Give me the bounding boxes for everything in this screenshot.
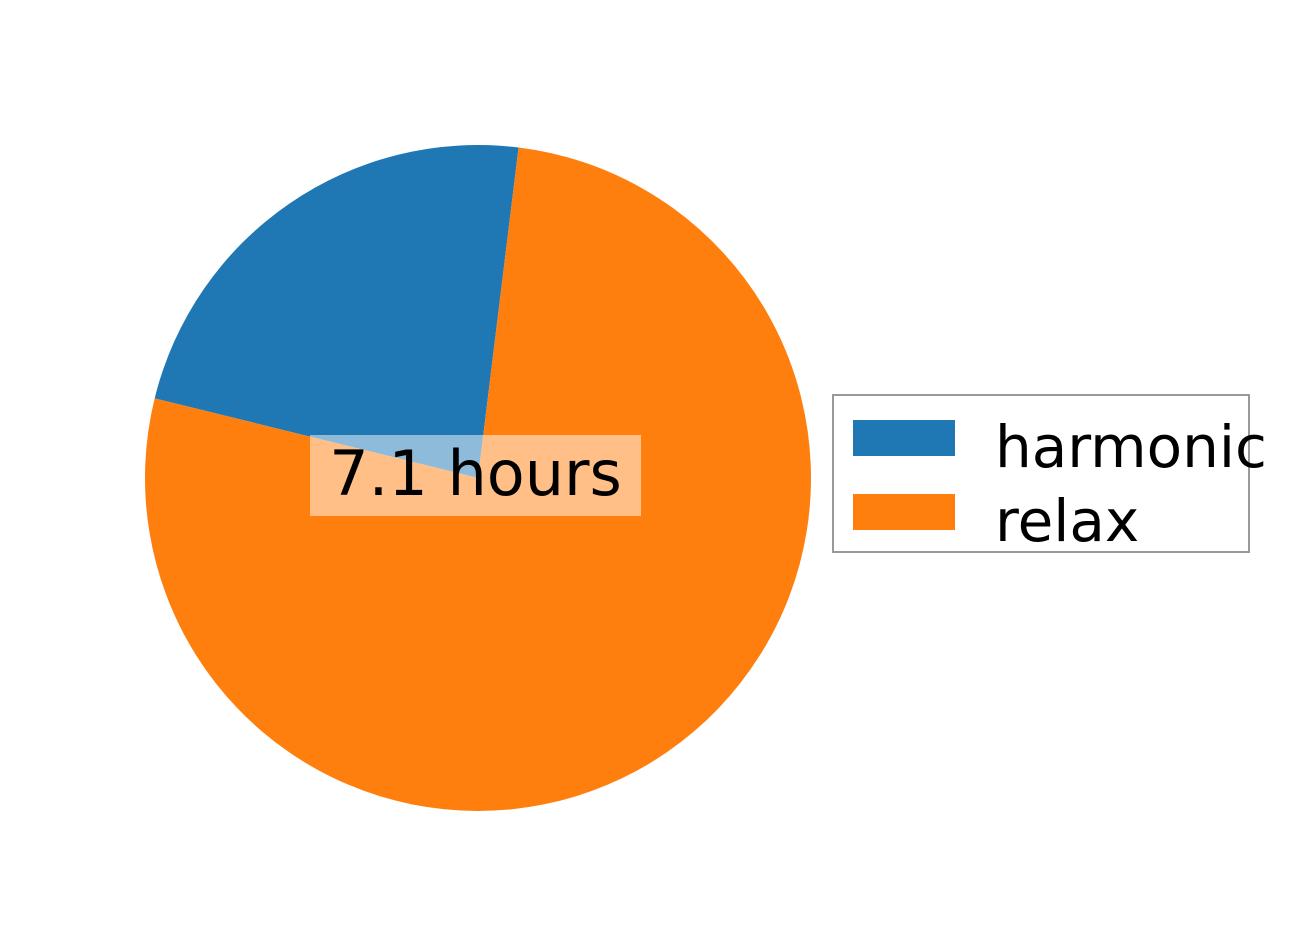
center-label-box: 7.1 hours	[310, 435, 641, 516]
legend-label-relax: relax	[995, 487, 1140, 555]
legend-box: harmonic relax	[832, 394, 1267, 553]
pie-wedge-harmonic[interactable]	[154, 144, 519, 478]
legend-swatch-relax	[853, 494, 955, 530]
center-label-text: 7.1 hours	[329, 437, 622, 510]
legend-label-harmonic: harmonic	[995, 413, 1267, 481]
legend-item-relax[interactable]: relax	[834, 486, 1248, 560]
legend-swatch-harmonic	[853, 420, 955, 456]
legend-item-harmonic[interactable]: harmonic	[834, 412, 1267, 486]
